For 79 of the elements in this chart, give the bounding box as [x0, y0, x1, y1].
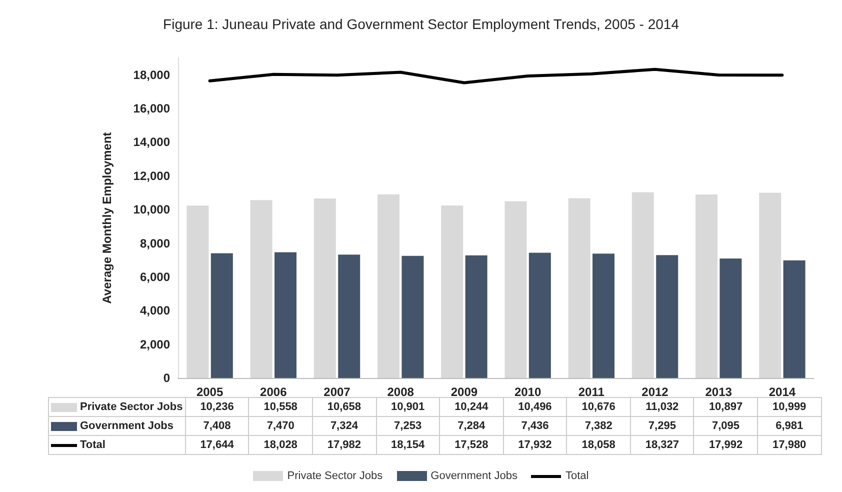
- data-label: 17,982: [312, 436, 376, 454]
- bar: [568, 198, 590, 378]
- bar: [402, 256, 424, 378]
- x-tick-label: 2006: [260, 385, 288, 399]
- bar: [441, 205, 464, 378]
- data-label: 18,154: [376, 436, 440, 454]
- data-label: 10,244: [440, 398, 504, 416]
- x-tick-label: 2011: [578, 385, 605, 399]
- x-tick-label: 2010: [514, 385, 542, 399]
- text: Government Jobs: [430, 470, 518, 482]
- bar: [720, 258, 742, 378]
- data-label: 10,901: [376, 398, 440, 416]
- bar: [528, 252, 551, 378]
- legend-label: Private Sector Jobs: [48, 398, 186, 416]
- data-label: 17,528: [440, 436, 504, 454]
- x-tick-label: 2014: [768, 385, 796, 399]
- bar: [696, 194, 718, 378]
- data-label: 7,436: [503, 416, 567, 436]
- x-tick-label: 2012: [642, 385, 669, 399]
- data-label: 10,496: [503, 398, 567, 416]
- data-label: 7,470: [248, 416, 312, 436]
- bar: [274, 252, 296, 378]
- legend-label: Government Jobs: [48, 416, 186, 436]
- data-label: 7,324: [312, 416, 376, 436]
- bar: [314, 198, 336, 378]
- data-label: 7,095: [694, 416, 758, 436]
- bar: [186, 206, 209, 378]
- y-tick-label: 10,000: [133, 202, 170, 217]
- x-tick-label: 2009: [450, 385, 478, 399]
- y-tick-label: 4,000: [140, 304, 170, 318]
- data-label: 17,992: [694, 436, 758, 454]
- data-label: 10,658: [312, 398, 376, 416]
- bar: [465, 255, 488, 378]
- data-label: 18,058: [566, 436, 630, 454]
- bar: [656, 255, 678, 378]
- x-tick-label: 2007: [324, 385, 351, 399]
- data-label: 6,981: [758, 416, 822, 436]
- chart-title: Figure 1: Juneau Private and Government Sector Employment Trends, 2005 - 2014: [163, 16, 680, 32]
- data-label: 17,932: [503, 436, 567, 454]
- y-tick-label: 6,000: [140, 270, 170, 284]
- bar: [592, 254, 614, 378]
- x-tick-label: 2008: [387, 385, 414, 399]
- x-tick-label: 2005: [196, 385, 224, 399]
- y-tick-label: 12,000: [133, 168, 170, 183]
- y-tick-label: 16,000: [133, 102, 170, 116]
- text: Total: [565, 470, 589, 482]
- x-tick-label: 2013: [705, 385, 732, 399]
- data-label: 7,382: [566, 416, 630, 436]
- data-label: 10,897: [694, 398, 758, 416]
- data-label: 10,999: [758, 398, 822, 416]
- data-label: 7,284: [440, 416, 504, 436]
- data-label: 18,327: [630, 436, 694, 454]
- data-label: 7,408: [185, 416, 249, 436]
- y-tick-label: 2,000: [140, 337, 170, 352]
- bar: [504, 201, 527, 378]
- y-axis-title: Average Monthly Employment: [100, 132, 114, 304]
- data-label: 17,644: [185, 436, 249, 454]
- data-label: 7,295: [630, 416, 694, 436]
- bar: [759, 192, 782, 378]
- y-tick-label: 18,000: [133, 68, 170, 82]
- y-tick-label: 14,000: [133, 135, 170, 150]
- data-label: 10,236: [185, 398, 249, 416]
- y-tick-label: 0: [163, 371, 170, 385]
- data-label: 11,032: [630, 398, 694, 416]
- data-label: 18,028: [248, 436, 312, 454]
- bar: [783, 260, 806, 378]
- bar: [632, 192, 654, 378]
- y-tick-label: 8,000: [140, 236, 170, 250]
- line-series: [208, 68, 784, 84]
- legend-label: Total: [48, 436, 186, 454]
- bar: [210, 253, 233, 378]
- text: Private Sector Jobs: [287, 470, 383, 482]
- bar: [378, 194, 400, 378]
- data-label: 7,253: [376, 416, 440, 436]
- data-label: 10,676: [566, 398, 630, 416]
- bar: [338, 254, 360, 378]
- bar: [250, 200, 272, 378]
- data-label: 17,980: [758, 436, 822, 454]
- data-label: 10,558: [248, 398, 312, 416]
